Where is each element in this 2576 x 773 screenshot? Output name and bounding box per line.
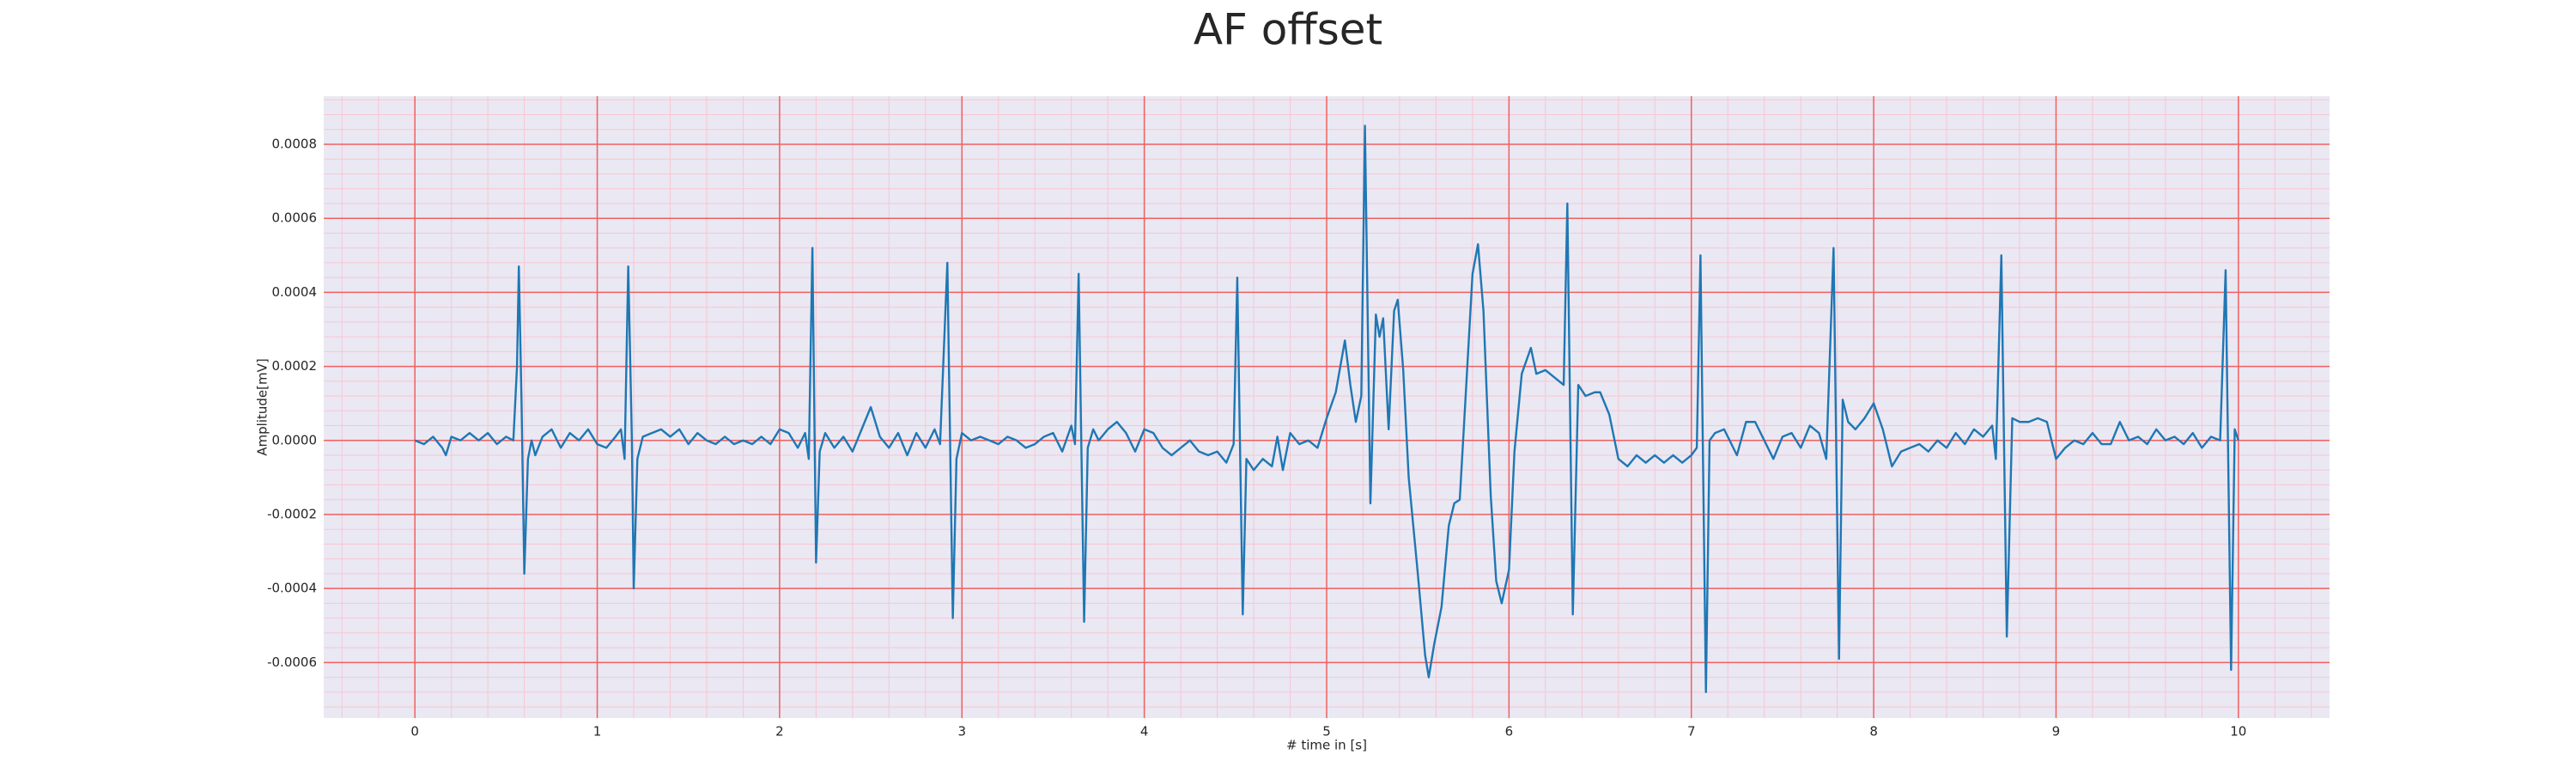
y-axis-label: Amplitude[mV] [255,358,270,455]
x-tick-label: 10 [2230,724,2246,740]
y-tick-label: 0.0000 [272,432,318,447]
y-tick-label: 0.0002 [272,358,318,374]
x-tick-label: 4 [1140,724,1149,740]
x-tick-label: 1 [593,724,602,740]
chart-title: AF offset [1194,5,1382,55]
y-tick-label: -0.0006 [267,654,317,670]
x-tick-label: 7 [1687,724,1696,740]
y-tick-label: 0.0008 [272,137,318,152]
x-tick-label: 3 [957,724,966,740]
y-tick-label: 0.0004 [272,284,318,300]
x-tick-label: 6 [1505,724,1514,740]
x-tick-label: 5 [1322,724,1331,740]
x-tick-label: 0 [410,724,419,740]
y-tick-label: 0.0006 [272,210,318,226]
x-tick-label: 2 [775,724,784,740]
signal-line [414,125,2239,694]
y-tick-label: -0.0002 [267,506,317,521]
x-tick-label: 9 [2052,724,2061,740]
x-axis-label: # time in [s] [1286,738,1367,753]
x-tick-label: 8 [1869,724,1878,740]
y-tick-label: -0.0004 [267,581,317,596]
